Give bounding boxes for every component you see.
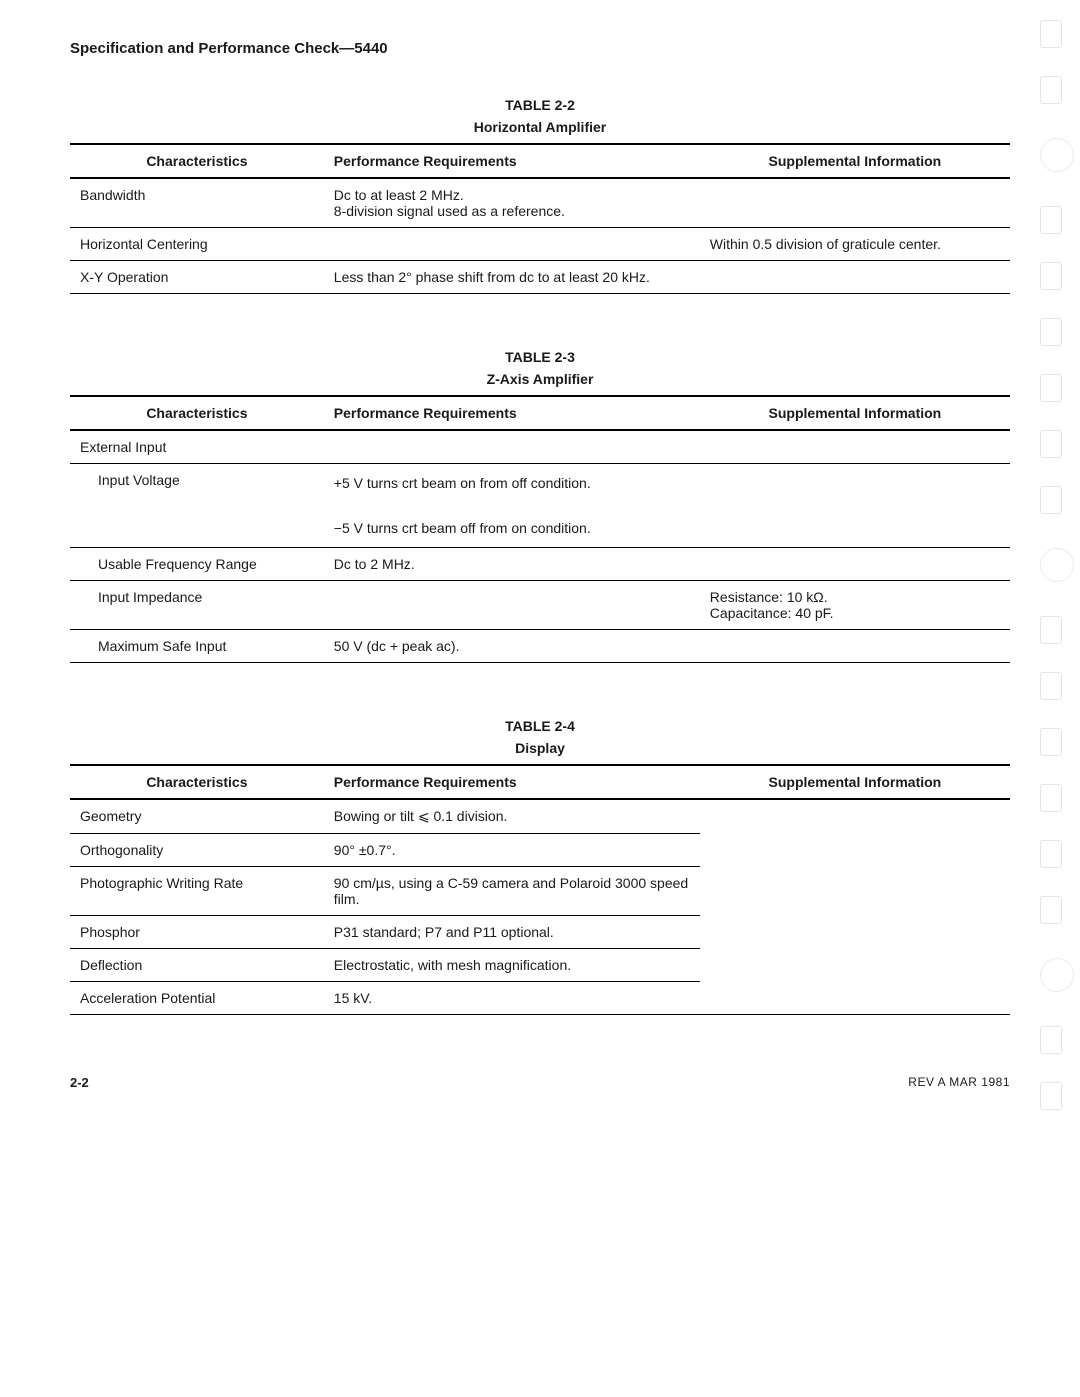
- cell-perf: Dc to at least 2 MHz. 8-division signal …: [324, 178, 700, 228]
- cell-perf: 15 kV.: [324, 982, 700, 1015]
- cell-char: Geometry: [70, 799, 324, 834]
- cell-perf: Electrostatic, with mesh magnification.: [324, 949, 700, 982]
- cell-perf: +5 V turns crt beam on from off conditio…: [324, 464, 700, 548]
- cell-perf: 90 cm/µs, using a C-59 camera and Polaro…: [324, 867, 700, 916]
- cell-supp: [700, 430, 1010, 464]
- cell-char: External Input: [70, 430, 324, 464]
- cell-char: Orthogonality: [70, 834, 324, 867]
- page-header: Specification and Performance Check—5440: [70, 40, 1010, 57]
- table-row: Horizontal Centering Within 0.5 division…: [70, 228, 1010, 261]
- cell-perf: Less than 2° phase shift from dc to at l…: [324, 261, 700, 294]
- cell-char: Photographic Writing Rate: [70, 867, 324, 916]
- cell-supp: [700, 548, 1010, 581]
- col-characteristics: Characteristics: [70, 765, 324, 799]
- cell-perf: [324, 581, 700, 630]
- table-2-4: TABLE 2-4 Display Characteristics Perfor…: [70, 718, 1010, 1015]
- cell-supp: [700, 464, 1010, 548]
- table-title: Display: [70, 740, 1010, 756]
- col-characteristics: Characteristics: [70, 396, 324, 430]
- col-supplemental: Supplemental Information: [700, 144, 1010, 178]
- spec-table: Characteristics Performance Requirements…: [70, 143, 1010, 294]
- table-row: Maximum Safe Input 50 V (dc + peak ac).: [70, 630, 1010, 663]
- cell-char: Input Voltage: [70, 464, 324, 548]
- page-number: 2-2: [70, 1075, 89, 1090]
- table-row: Usable Frequency Range Dc to 2 MHz.: [70, 548, 1010, 581]
- cell-char: Usable Frequency Range: [70, 548, 324, 581]
- cell-char: Bandwidth: [70, 178, 324, 228]
- cell-char: Input Impedance: [70, 581, 324, 630]
- table-2-2: TABLE 2-2 Horizontal Amplifier Character…: [70, 97, 1010, 294]
- cell-perf: [324, 228, 700, 261]
- cell-supp: [700, 630, 1010, 663]
- cell-perf: 90° ±0.7°.: [324, 834, 700, 867]
- table-number: TABLE 2-3: [70, 349, 1010, 365]
- punch-holes: [1040, 20, 1070, 1110]
- cell-perf: Bowing or tilt ⩽ 0.1 division.: [324, 799, 700, 834]
- table-row: Geometry Bowing or tilt ⩽ 0.1 division.: [70, 799, 1010, 834]
- cell-perf: Dc to 2 MHz.: [324, 548, 700, 581]
- cell-char: Phosphor: [70, 916, 324, 949]
- cell-char: Acceleration Potential: [70, 982, 324, 1015]
- table-number: TABLE 2-2: [70, 97, 1010, 113]
- col-supplemental: Supplemental Information: [700, 765, 1010, 799]
- cell-supp: [700, 178, 1010, 228]
- table-2-3: TABLE 2-3 Z-Axis Amplifier Characteristi…: [70, 349, 1010, 663]
- table-row: Bandwidth Dc to at least 2 MHz. 8-divisi…: [70, 178, 1010, 228]
- col-performance: Performance Requirements: [324, 396, 700, 430]
- cell-perf: P31 standard; P7 and P11 optional.: [324, 916, 700, 949]
- cell-char: X-Y Operation: [70, 261, 324, 294]
- cell-char: Deflection: [70, 949, 324, 982]
- col-performance: Performance Requirements: [324, 765, 700, 799]
- table-row: Input Impedance Resistance: 10 kΩ. Capac…: [70, 581, 1010, 630]
- cell-supp: [700, 261, 1010, 294]
- table-title: Horizontal Amplifier: [70, 119, 1010, 135]
- cell-supp: Resistance: 10 kΩ. Capacitance: 40 pF.: [700, 581, 1010, 630]
- table-number: TABLE 2-4: [70, 718, 1010, 734]
- table-header-row: Characteristics Performance Requirements…: [70, 765, 1010, 799]
- cell-supp: Within 0.5 division of graticule center.: [700, 228, 1010, 261]
- cell-char: Maximum Safe Input: [70, 630, 324, 663]
- col-performance: Performance Requirements: [324, 144, 700, 178]
- table-header-row: Characteristics Performance Requirements…: [70, 396, 1010, 430]
- col-supplemental: Supplemental Information: [700, 396, 1010, 430]
- table-title: Z-Axis Amplifier: [70, 371, 1010, 387]
- spec-table: Characteristics Performance Requirements…: [70, 395, 1010, 663]
- table-row: Input Voltage +5 V turns crt beam on fro…: [70, 464, 1010, 548]
- page-footer: 2-2 REV A MAR 1981: [70, 1075, 1010, 1090]
- cell-perf: [324, 430, 700, 464]
- table-header-row: Characteristics Performance Requirements…: [70, 144, 1010, 178]
- spec-table: Characteristics Performance Requirements…: [70, 764, 1010, 1015]
- revision: REV A MAR 1981: [908, 1075, 1010, 1090]
- cell-supp: [700, 799, 1010, 1015]
- cell-perf: 50 V (dc + peak ac).: [324, 630, 700, 663]
- table-row: X-Y Operation Less than 2° phase shift f…: [70, 261, 1010, 294]
- col-characteristics: Characteristics: [70, 144, 324, 178]
- cell-char: Horizontal Centering: [70, 228, 324, 261]
- table-row: External Input: [70, 430, 1010, 464]
